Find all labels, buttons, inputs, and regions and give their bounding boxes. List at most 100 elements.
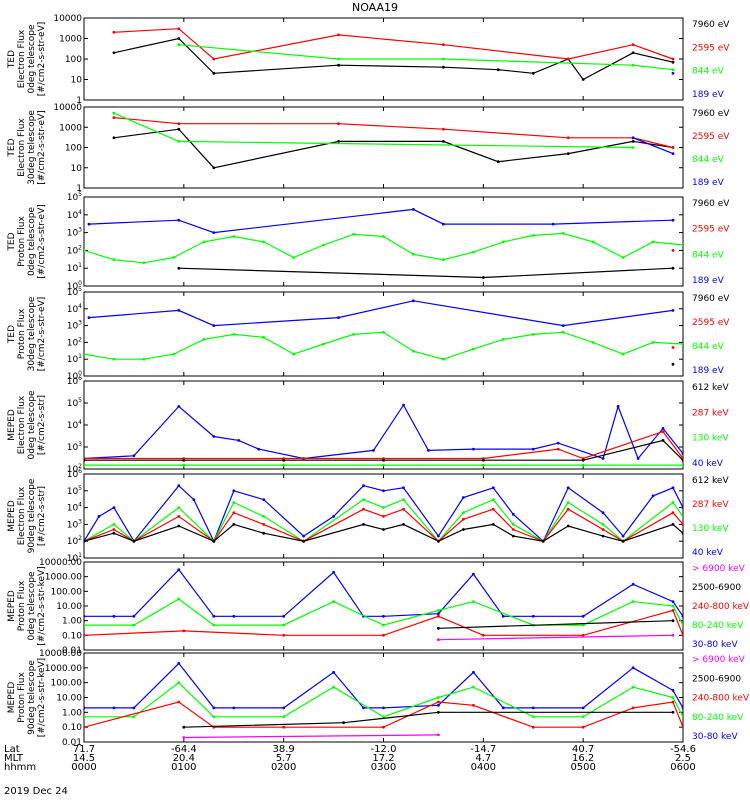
data-point xyxy=(531,614,535,618)
data-point xyxy=(232,511,236,515)
y-axis-label: Electron Flux xyxy=(17,29,27,88)
data-point xyxy=(616,405,620,408)
data-point xyxy=(681,531,683,535)
data-point xyxy=(681,623,683,627)
legend-entry: 30-80 keV xyxy=(692,640,738,650)
data-point xyxy=(87,222,91,226)
y-tick-label: 10000.00 xyxy=(39,649,82,659)
data-point xyxy=(337,63,340,67)
data-point xyxy=(462,528,465,531)
panel-frame xyxy=(83,380,684,470)
data-point xyxy=(631,706,635,710)
data-point xyxy=(442,65,445,69)
data-point xyxy=(561,232,565,235)
y-tick-label: 106 xyxy=(67,375,82,387)
data-point xyxy=(601,528,605,531)
y-axis-label: [#/cm2-s-str-eV] xyxy=(37,110,47,185)
legend-entry: 30-80 keV xyxy=(692,732,738,742)
data-point xyxy=(501,706,505,710)
legend-entry: 7960 eV xyxy=(692,294,730,304)
data-point xyxy=(212,706,216,710)
y-axis-label: MEPED xyxy=(7,500,17,532)
y-tick-label: 102 xyxy=(67,463,82,475)
data-point xyxy=(177,27,181,31)
data-point xyxy=(671,71,675,75)
y-axis-label: [#/cm2-s-str-eV] xyxy=(37,204,47,279)
data-point xyxy=(202,240,206,244)
chart-panel: 10000 1000 100 10 1 TED Electron Flux 30deg tel… xyxy=(7,103,730,194)
data-point xyxy=(87,316,91,319)
data-point xyxy=(511,528,515,531)
data-point xyxy=(302,534,305,538)
data-point xyxy=(631,51,635,55)
data-point xyxy=(472,347,475,351)
data-point xyxy=(112,258,116,262)
y-tick-label: 105 xyxy=(67,191,82,203)
y-axis-label: 30deg telescope xyxy=(27,110,37,185)
y-axis-label: [#/cm2-s-str-eV] xyxy=(37,297,47,372)
y-tick-label: 104 xyxy=(67,303,82,315)
data-point xyxy=(112,506,116,509)
y-axis-label: 30deg telescope xyxy=(27,296,37,371)
data-point xyxy=(681,243,683,247)
x-tick-label: 0100 xyxy=(171,762,196,773)
data-point xyxy=(232,489,236,493)
series-line xyxy=(84,681,683,718)
data-point xyxy=(84,249,86,252)
data-point xyxy=(437,703,440,707)
legend-entry: > 6900 keV xyxy=(692,564,746,574)
date-label: 2019 Dec 24 xyxy=(4,786,68,797)
data-point xyxy=(472,600,475,603)
data-point xyxy=(182,458,186,462)
y-tick-label: 105 xyxy=(67,485,82,497)
x-axis-row-label: Lat xyxy=(4,744,20,755)
legend-entry: 612 keV xyxy=(692,383,729,393)
data-point xyxy=(556,447,560,451)
data-point xyxy=(412,208,415,211)
y-tick-label: 0.10 xyxy=(62,631,82,641)
data-point xyxy=(462,496,465,499)
data-point xyxy=(631,136,635,140)
data-point xyxy=(177,37,181,40)
data-point xyxy=(132,614,136,618)
data-point xyxy=(212,324,216,327)
series-line xyxy=(84,598,683,626)
data-point xyxy=(232,235,236,238)
legend-entry: 240-800 keV xyxy=(692,694,750,704)
legend-entry: 2595 eV xyxy=(692,225,730,235)
y-tick-label: 102 xyxy=(67,535,82,547)
data-point xyxy=(631,140,635,143)
data-point xyxy=(671,609,675,612)
series-group xyxy=(84,208,683,279)
x-axis-row-label: MLT xyxy=(4,753,24,764)
legend-entry: 844 eV xyxy=(692,250,725,260)
data-point xyxy=(681,715,683,719)
data-point xyxy=(112,30,116,34)
data-point xyxy=(362,507,365,511)
series-line xyxy=(84,508,683,543)
data-point xyxy=(212,166,216,170)
series-line xyxy=(88,208,674,234)
data-point xyxy=(481,458,485,462)
data-point xyxy=(282,706,286,710)
data-point xyxy=(671,146,675,149)
data-point xyxy=(481,463,485,467)
data-point xyxy=(322,243,325,247)
y-tick-label: 100.00 xyxy=(51,587,83,597)
data-point xyxy=(671,68,675,72)
x-tick-label: 71.7 xyxy=(73,744,95,755)
data-point xyxy=(84,458,86,462)
data-point xyxy=(332,600,335,603)
series-line xyxy=(84,568,683,617)
data-point xyxy=(636,457,640,460)
y-tick-label: 103 xyxy=(67,320,82,332)
data-point xyxy=(177,681,181,685)
data-point xyxy=(262,523,266,526)
data-point xyxy=(671,501,675,504)
data-point xyxy=(681,506,683,509)
data-point xyxy=(671,619,675,623)
data-point xyxy=(337,57,340,61)
data-point xyxy=(84,633,86,637)
data-point xyxy=(177,484,181,488)
panel-frame xyxy=(83,652,684,743)
